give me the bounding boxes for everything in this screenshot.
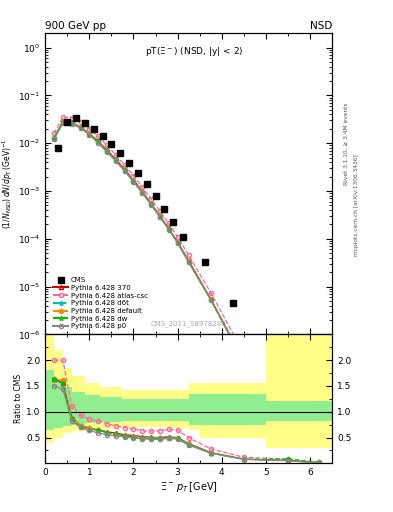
Legend: CMS, Pythia 6.428 370, Pythia 6.428 atlas-csc, Pythia 6.428 d6t, Pythia 6.428 de: CMS, Pythia 6.428 370, Pythia 6.428 atla… bbox=[51, 275, 149, 331]
Text: Rivet 3.1.10, ≥ 3.4M events: Rivet 3.1.10, ≥ 3.4M events bbox=[344, 102, 349, 185]
Y-axis label: $(1/N_\mathrm{NSD})\,dN/dp_\mathrm{T}\,(\mathrm{GeV})^{-1}$: $(1/N_\mathrm{NSD})\,dN/dp_\mathrm{T}\,(… bbox=[1, 138, 15, 229]
X-axis label: $\Xi^-\,p_T\,[\mathrm{GeV}]$: $\Xi^-\,p_T\,[\mathrm{GeV}]$ bbox=[160, 480, 218, 494]
Text: NSD: NSD bbox=[310, 20, 332, 31]
Text: 900 GeV pp: 900 GeV pp bbox=[45, 20, 106, 31]
Text: CMS_2011_S8978280: CMS_2011_S8978280 bbox=[151, 320, 226, 327]
Y-axis label: Ratio to CMS: Ratio to CMS bbox=[14, 374, 23, 423]
Text: mcplots.cern.ch [arXiv:1306.3436]: mcplots.cern.ch [arXiv:1306.3436] bbox=[354, 154, 359, 255]
Text: pT($\Xi^-$) (NSD, |y| < 2): pT($\Xi^-$) (NSD, |y| < 2) bbox=[145, 46, 244, 58]
